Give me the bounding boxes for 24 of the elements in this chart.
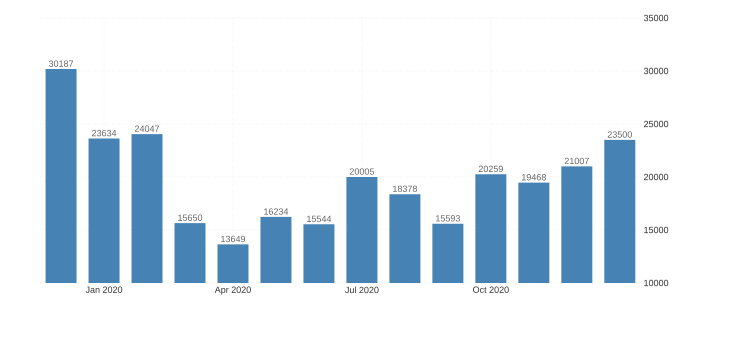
data-label: 20259	[478, 166, 503, 172]
x-tick-label: Apr 2020	[214, 286, 251, 295]
y-tick-label: 20000	[644, 174, 668, 180]
data-label: 30187	[48, 60, 74, 67]
x-tick-label: Jan 2020	[86, 286, 122, 293]
data-label: 23634	[92, 130, 116, 136]
data-label: 24047	[134, 126, 160, 132]
y-tick-label: 10000	[644, 280, 668, 286]
data-label: 15650	[178, 214, 202, 221]
x-tick-label: Jul 2020	[345, 286, 379, 294]
data-label: 16234	[264, 208, 288, 215]
y-tick-label: 15000	[644, 226, 668, 234]
data-label: 18378	[393, 186, 418, 192]
y-tick-label: 25000	[644, 120, 668, 128]
y-tick-label: 35000	[644, 14, 668, 22]
x-tick-label: Oct 2020	[473, 286, 509, 293]
data-label: 19468	[522, 174, 546, 180]
data-label: 23500	[608, 131, 632, 138]
data-label: 15593	[436, 215, 460, 222]
data-label: 20005	[350, 168, 374, 175]
data-label: 15544	[307, 216, 332, 222]
y-tick-label: 30000	[644, 68, 668, 74]
data-label: 13649	[221, 236, 246, 242]
data-label: 21007	[564, 158, 589, 164]
